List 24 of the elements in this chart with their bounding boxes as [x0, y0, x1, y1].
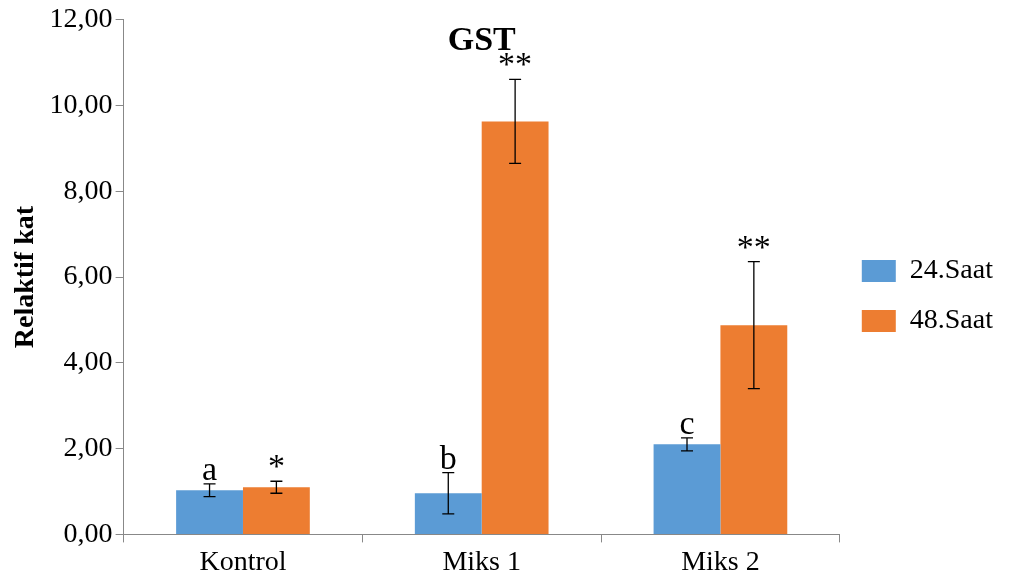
- data-label: c: [679, 403, 695, 441]
- data-label: a: [202, 449, 218, 487]
- y-tick-label: 8,00: [63, 173, 113, 205]
- bar: [414, 493, 482, 534]
- y-axis-title: Relaktif kat: [8, 205, 40, 349]
- legend-label: 24.Saat: [909, 253, 994, 285]
- y-tick-label: 6,00: [63, 259, 113, 291]
- x-tick-label: Miks 1: [442, 544, 521, 576]
- data-label: *: [267, 447, 285, 485]
- data-label: b: [439, 438, 457, 476]
- y-tick-label: 4,00: [63, 345, 113, 377]
- y-tick-label: 10,00: [49, 87, 113, 119]
- x-tick-label: Kontrol: [199, 544, 287, 576]
- legend-label: 48.Saat: [909, 303, 994, 335]
- bar: [176, 490, 243, 534]
- bar: [481, 121, 549, 534]
- bar: [720, 325, 788, 534]
- bar: [653, 444, 721, 534]
- y-tick-label: 12,00: [49, 2, 113, 34]
- data-label: **: [736, 227, 771, 265]
- y-tick-label: 2,00: [63, 430, 113, 462]
- x-tick-label: Miks 2: [681, 544, 760, 576]
- y-tick-label: 0,00: [63, 516, 113, 548]
- bar: [242, 487, 310, 534]
